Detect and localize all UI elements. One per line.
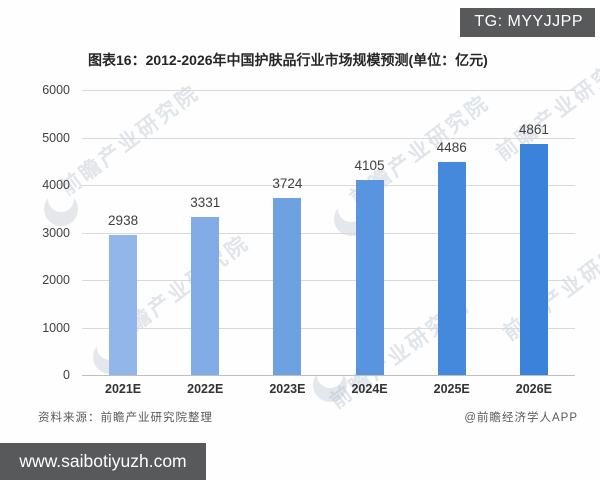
gridline [82,232,575,234]
x-tick-label: 2023E [269,382,306,396]
x-tick-label: 2021E [105,382,142,396]
bar-value-label: 4105 [354,158,385,174]
gridline [82,90,575,91]
y-tick-label: 0 [63,368,70,382]
x-tick-label: 2022E [187,382,224,396]
gridline [82,327,575,329]
bar-slot: 2938 [82,90,164,375]
x-tick-label: 2024E [351,382,388,396]
x-tick-label: 2026E [515,382,552,396]
plot-area: 2938 3331 3724 4105 4486 4861 [82,90,575,376]
gridline [82,185,575,186]
bar-slot: 3331 [164,90,246,375]
bar-value-label: 4861 [518,122,549,138]
bar-slot: 3724 [246,90,328,375]
bar-2022E [191,216,220,375]
y-tick-label: 5000 [42,130,70,145]
gridline [82,375,575,376]
bar-2021E [109,235,138,375]
bar-series: 2938 3331 3724 4105 4486 4861 [82,90,575,375]
bar-2025E [437,161,466,375]
bar-slot: 4486 [411,90,493,375]
y-axis: 0 1000 2000 3000 4000 5000 6000 [28,83,76,382]
chart-title: 图表16：2012-2026年中国护肤品行业市场规模预测(单位：亿元) [88,52,488,68]
bar-slot: 4105 [329,90,411,375]
y-tick-label: 1000 [42,320,70,335]
bar-value-label: 2938 [108,213,139,229]
bar-2024E [355,180,384,375]
x-tick-label: 2025E [433,382,470,396]
gridline [82,280,575,281]
bar-2026E [519,144,548,375]
website-badge: www.saibotiyuzh.com [0,443,206,480]
y-tick-label: 3000 [42,225,70,240]
credit-note: @前瞻经济学人APP [464,412,578,424]
bar-slot: 4861 [493,90,575,375]
bar-value-label: 3724 [272,176,303,192]
source-note: 资料来源：前瞻产业研究院整理 [38,412,213,424]
x-axis: 2021E 2022E 2023E 2024E 2025E 2026E [82,382,575,396]
tg-contact-badge: TG: MYYJJPP [460,8,595,37]
y-tick-label: 2000 [42,273,70,287]
y-tick-label: 6000 [42,83,70,97]
bar-value-label: 4486 [436,139,467,155]
bar-value-label: 3331 [190,194,221,210]
bar-2023E [273,198,302,375]
y-tick-label: 4000 [42,178,70,192]
gridline [82,137,575,139]
